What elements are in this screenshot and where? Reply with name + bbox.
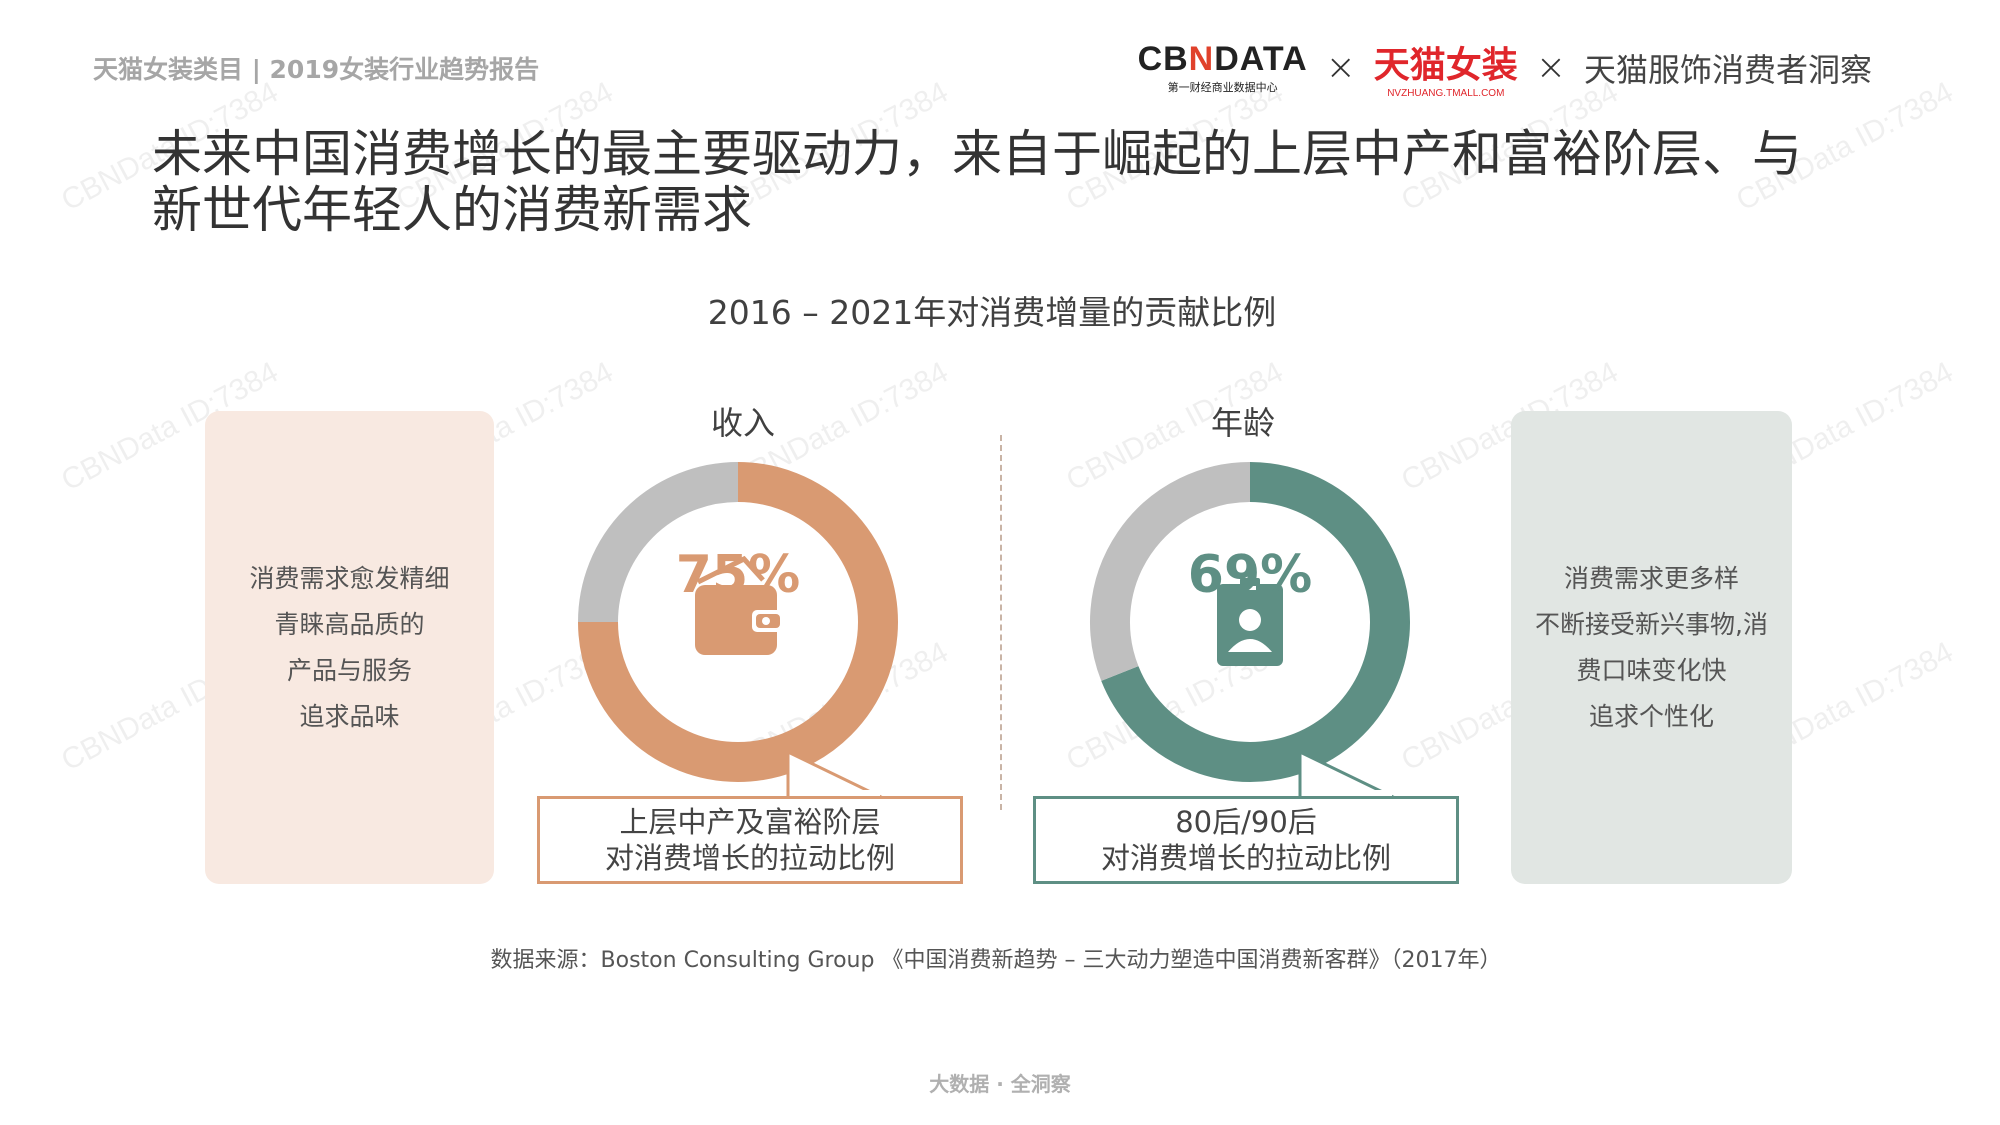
income-label: 收入 [710,404,775,442]
age-label: 年龄 [1210,404,1275,442]
card-line: 追求个性化 [1588,701,1714,731]
data-source: 数据来源：Boston Consulting Group 《中国消费新趋势 – … [490,948,1502,973]
donut-slice-rest [1090,462,1251,681]
logo-text: DATA [1214,40,1308,78]
id-badge-icon [1244,586,1256,590]
income-percent: 75% [675,545,801,605]
cbndata-logo: CBNDATA 第一财经商业数据中心 [1138,40,1308,95]
separator-icon: × [1325,47,1356,88]
card-line: 消费需求更多样 [1563,563,1739,593]
income-callout: 上层中产及富裕阶层 对消费增长的拉动比例 [537,796,963,884]
donut-slice-main [578,462,898,782]
partner-logos: CBNDATA 第一财经商业数据中心 × 天猫女装 NVZHUANG.TMALL… [1138,36,1872,99]
divider [1000,435,1002,810]
separator-icon: × [1535,47,1566,88]
title-line: 新世代年轻人的消费新需求 [152,181,752,239]
card-line: 费口味变化快 [1576,655,1727,685]
report-label: 天猫女装类目 | 2019女装行业趋势报告 [93,55,540,84]
logo-text: 天猫女装 [1373,45,1518,86]
page-title: 未来中国消费增长的最主要驱动力，来自于崛起的上层中产和富裕阶层、与 新世代年轻人… [152,126,1872,238]
footer-slogan: 大数据 · 全洞察 [929,1072,1071,1096]
title-line: 未来中国消费增长的最主要驱动力，来自于崛起的上层中产和富裕阶层、与 [152,125,1802,183]
card-line: 追求品味 [299,701,400,731]
callout-pointer-mask [1302,790,1392,800]
callout-pointer [786,749,884,800]
donut-slice-main [1101,462,1410,782]
donut-slice-rest [578,462,739,623]
person-icon [1239,609,1261,631]
logo-text: CB [1137,40,1189,78]
income-description-card: 消费需求愈发精细 青睐高品质的 产品与服务 追求品味 [205,411,494,884]
callout-line: 80后/90后 [1175,805,1317,839]
wallet-clasp-icon [762,617,770,625]
age-callout: 80后/90后 对消费增长的拉动比例 [1033,796,1459,884]
id-badge-icon [1240,578,1260,588]
callout-line: 上层中产及富裕阶层 [619,805,881,839]
chart-subtitle: 2016 – 2021年对消费增量的贡献比例 [707,293,1277,332]
person-icon [1228,639,1272,652]
card-line: 产品与服务 [286,655,412,685]
card-line: 青睐高品质的 [274,609,425,639]
age-description-card: 消费需求更多样 不断接受新兴事物,消 费口味变化快 追求个性化 [1511,411,1792,884]
logo-subtext: NVZHUANG.TMALL.COM [1387,88,1505,99]
tmall-logo: 天猫女装 NVZHUANG.TMALL.COM [1374,36,1518,99]
callout-line: 对消费增长的拉动比例 [1100,841,1391,875]
callout-pointer [1298,749,1396,800]
card-line: 不断接受新兴事物,消 [1535,609,1768,639]
callout-line: 对消费增长的拉动比例 [604,841,895,875]
insight-label: 天猫服饰消费者洞察 [1583,50,1872,89]
logo-subtext: 第一财经商业数据中心 [1167,81,1278,94]
wallet-icon [695,585,777,655]
age-percent: 69% [1187,545,1313,605]
wallet-icon [696,555,765,585]
logo-text: N [1188,40,1215,78]
callout-pointer-mask [790,790,880,800]
card-line: 消费需求愈发精细 [249,563,450,593]
